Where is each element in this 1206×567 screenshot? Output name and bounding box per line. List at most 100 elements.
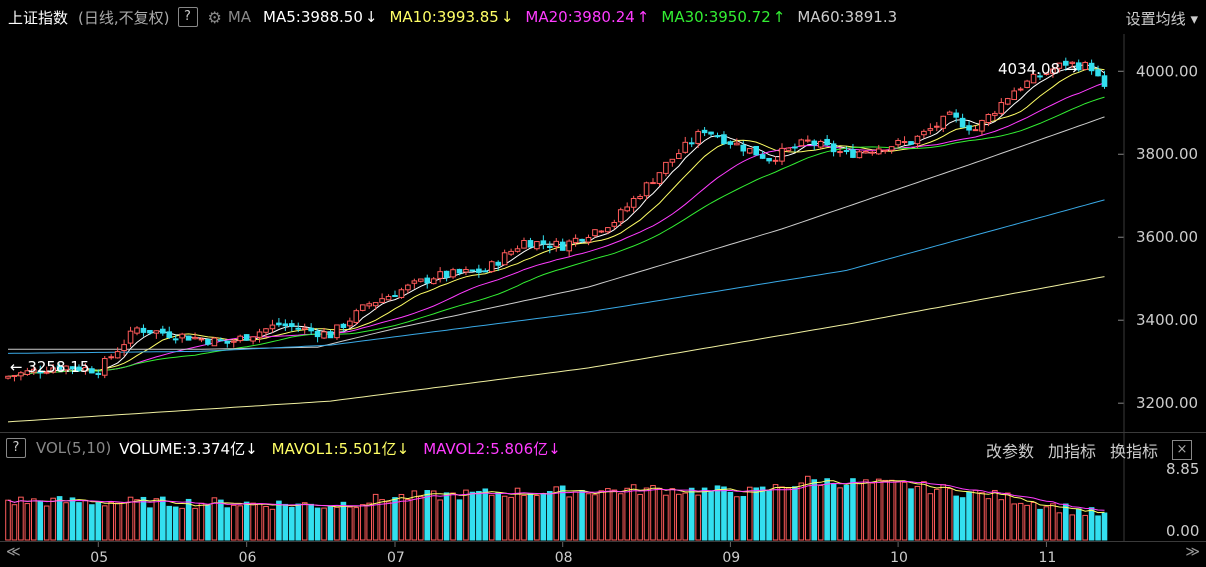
candle-body <box>540 240 547 245</box>
candle-body <box>830 143 837 153</box>
close-icon[interactable]: × <box>1172 440 1192 460</box>
x-tick-label: 11 <box>1038 550 1056 566</box>
volume-bar <box>824 478 830 541</box>
candle-body <box>875 148 882 155</box>
volume-bar <box>263 505 269 541</box>
volume-bar <box>979 492 985 541</box>
change-params-button[interactable]: 改参数 <box>985 442 1034 461</box>
candle-body <box>585 236 592 243</box>
volume-bar <box>547 491 553 541</box>
volume-bar <box>895 481 901 541</box>
x-tick-label: 07 <box>387 550 405 566</box>
volume-bar <box>746 486 753 541</box>
volume-bar <box>527 493 534 541</box>
candle-body <box>456 268 463 274</box>
x-tick-label: 06 <box>239 550 257 566</box>
volume-bar <box>888 479 895 541</box>
add-indicator-button[interactable]: 加指标 <box>1047 442 1096 461</box>
switch-indicator-button[interactable]: 换指标 <box>1109 442 1158 461</box>
candle-body <box>243 334 250 341</box>
candle-body <box>1011 90 1018 101</box>
ma10-value: MA10:3993.85 ↓ <box>389 8 514 26</box>
volume-header: ? VOL(5,10) VOLUME:3.374亿↓ MAVOL1:5.501亿… <box>0 434 1206 462</box>
volume-bar <box>1017 502 1024 541</box>
help-icon[interactable]: ? <box>177 7 198 27</box>
candle-body <box>359 304 366 311</box>
volume-bar <box>411 490 418 541</box>
candle-body <box>256 331 263 338</box>
volume-bar <box>914 485 921 541</box>
volume-bar <box>108 501 115 541</box>
candle-body <box>289 323 295 327</box>
volume-bar <box>63 502 69 541</box>
volume-bar <box>340 501 347 541</box>
volume-bar <box>643 487 650 541</box>
volume-bar <box>882 479 889 541</box>
candle-body <box>430 278 437 285</box>
volume-bar <box>863 479 869 541</box>
candle-body <box>1030 73 1037 84</box>
candle-body <box>411 280 418 284</box>
candle-body <box>882 149 889 152</box>
volume-bar <box>940 484 947 541</box>
candle-body <box>321 331 327 339</box>
candle-body <box>869 151 876 154</box>
volume-bar <box>372 493 379 541</box>
candle-body <box>792 146 798 149</box>
vol-help-icon[interactable]: ? <box>6 438 26 458</box>
volume-bar <box>934 488 940 541</box>
mavol2-line <box>7 480 1105 511</box>
volume-bar <box>334 506 340 541</box>
candle-body <box>701 129 708 134</box>
volume-bar <box>295 503 302 541</box>
volume-bar <box>921 481 927 541</box>
volume-bar <box>811 479 818 541</box>
candle-body <box>108 356 115 359</box>
candle-body <box>534 241 540 250</box>
volume-bar <box>695 494 701 541</box>
volume-bar <box>566 496 572 541</box>
candle-body <box>676 153 682 159</box>
candle-body <box>24 370 31 375</box>
volume-bar <box>282 503 289 541</box>
gear-icon[interactable]: ⚙ <box>207 7 222 27</box>
volume-bar <box>650 485 656 541</box>
ma-settings-dropdown[interactable]: 设置均线 ▾ <box>1123 8 1198 29</box>
candle-body <box>230 340 237 343</box>
ma5-value: MA5:3988.50 ↓ <box>263 8 378 26</box>
volume-bar <box>211 497 218 541</box>
candle-body <box>263 328 269 333</box>
volume-bar <box>50 497 56 541</box>
candle-body <box>1050 68 1056 74</box>
volume-bar <box>321 507 327 541</box>
candle-body <box>95 372 102 375</box>
candle-body <box>43 371 50 374</box>
index-title: 上证指数 <box>8 8 69 27</box>
ma60-value: MA60:3891.3 <box>797 8 898 26</box>
candle-body <box>1101 75 1108 87</box>
volume-bar <box>850 478 856 541</box>
candle-body <box>469 269 476 272</box>
volume-bar <box>579 489 585 541</box>
x-tick-label: 09 <box>722 550 740 566</box>
candle-body <box>1024 80 1030 88</box>
candle-body <box>37 370 44 374</box>
scroll-right-icon[interactable]: ≫ <box>1185 544 1200 560</box>
vol-label: VOL(5,10) <box>36 439 112 457</box>
volume-bar <box>759 486 766 541</box>
volume-bar <box>559 485 566 541</box>
volume-bar <box>1024 504 1030 541</box>
vol-tick-label: 0.00 <box>1166 522 1199 540</box>
candle-body <box>714 135 721 138</box>
candle-body <box>424 277 431 284</box>
volume-bar <box>327 506 334 541</box>
candle-body <box>1004 98 1011 105</box>
volume-bar <box>534 494 540 541</box>
volume-bar <box>134 499 140 541</box>
scroll-left-icon[interactable]: ≪ <box>6 544 21 560</box>
volume-bar <box>56 496 63 541</box>
candle-body <box>927 128 934 131</box>
candle-body <box>901 141 908 144</box>
candle-body <box>959 117 966 128</box>
